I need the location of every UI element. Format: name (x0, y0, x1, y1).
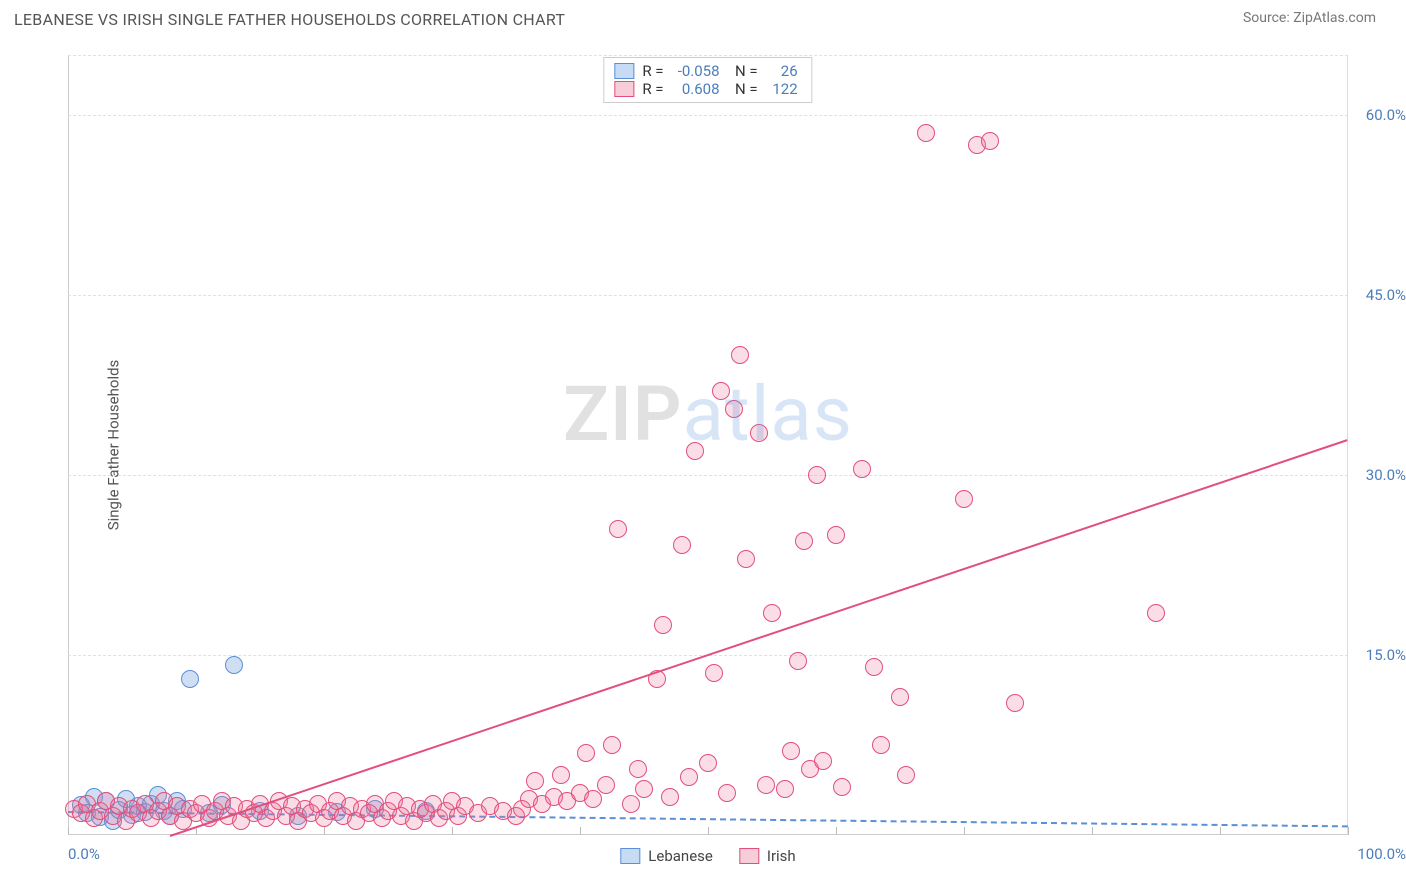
grid-line (68, 115, 1348, 116)
data-point (789, 652, 807, 670)
legend-swatch (739, 848, 759, 864)
x-tick (324, 827, 325, 835)
data-point (577, 744, 595, 762)
y-tick-label: 15.0% (1366, 646, 1406, 664)
chart-container: Single Father Households ZIPatlas R =-0.… (50, 55, 1350, 835)
data-point (622, 795, 640, 813)
data-point (686, 442, 704, 460)
data-point (737, 550, 755, 568)
legend-swatch (620, 848, 640, 864)
legend-n-label: N = (728, 62, 758, 80)
data-point (750, 424, 768, 442)
data-point (609, 520, 627, 538)
y-tick-label: 45.0% (1366, 286, 1406, 304)
data-point (776, 780, 794, 798)
legend-n-label: N = (728, 80, 758, 98)
series-legend: Lebanese Irish (614, 847, 801, 865)
data-point (808, 466, 826, 484)
legend-swatch (614, 81, 634, 97)
legend-r-value: 0.608 (672, 80, 720, 98)
x-tick (1092, 827, 1093, 835)
axis-frame (68, 55, 1348, 835)
data-point (635, 780, 653, 798)
x-tick (836, 827, 837, 835)
legend-n-value: 26 (766, 62, 798, 80)
right-axis-border (1347, 55, 1348, 835)
x-tick (964, 827, 965, 835)
data-point (853, 460, 871, 478)
data-point (1147, 604, 1165, 622)
data-point (891, 688, 909, 706)
data-point (699, 754, 717, 772)
legend-r-value: -0.058 (672, 62, 720, 80)
data-point (955, 490, 973, 508)
x-tick (580, 827, 581, 835)
data-point (897, 766, 915, 784)
data-point (763, 604, 781, 622)
legend-row: R = -0.058 N = 26 (614, 62, 797, 80)
data-point (680, 768, 698, 786)
legend-item: Irish (739, 847, 796, 865)
scatter-plot: ZIPatlas R =-0.058 N =26R =0.608 N =122 … (68, 55, 1348, 835)
legend-item: Lebanese (620, 847, 713, 865)
x-tick-label-right: 100.0% (1357, 845, 1406, 863)
data-point (552, 766, 570, 784)
x-tick (1348, 827, 1349, 835)
data-point (782, 742, 800, 760)
data-point (654, 616, 672, 634)
correlation-legend: R = -0.058 N = 26 R = 0.608 N = 122 (603, 57, 812, 103)
data-point (661, 788, 679, 806)
y-tick-label: 60.0% (1366, 106, 1406, 124)
data-point (725, 400, 743, 418)
x-tick (452, 827, 453, 835)
legend-row: R = 0.608 N = 122 (614, 80, 797, 98)
x-tick (708, 827, 709, 835)
data-point (705, 664, 723, 682)
data-point (673, 536, 691, 554)
grid-line (68, 55, 1348, 56)
grid-line (68, 475, 1348, 476)
x-tick (68, 827, 69, 835)
data-point (584, 790, 602, 808)
data-point (865, 658, 883, 676)
data-point (833, 778, 851, 796)
legend-label: Lebanese (648, 847, 713, 865)
legend-swatch (614, 63, 634, 79)
data-point (629, 760, 647, 778)
data-point (795, 532, 813, 550)
data-point (1006, 694, 1024, 712)
data-point (603, 736, 621, 754)
data-point (917, 124, 935, 142)
chart-title: LEBANESE VS IRISH SINGLE FATHER HOUSEHOL… (14, 10, 565, 29)
data-point (526, 772, 544, 790)
data-point (712, 382, 730, 400)
grid-line (68, 295, 1348, 296)
data-point (814, 752, 832, 770)
data-point (981, 132, 999, 150)
data-point (718, 784, 736, 802)
legend-r-label: R = (642, 80, 663, 98)
data-point (731, 346, 749, 364)
data-point (872, 736, 890, 754)
x-tick (1220, 827, 1221, 835)
data-point (225, 656, 243, 674)
source-attribution: Source: ZipAtlas.com (1243, 10, 1376, 26)
data-point (827, 526, 845, 544)
legend-n-value: 122 (766, 80, 798, 98)
data-point (757, 776, 775, 794)
y-tick-label: 30.0% (1366, 466, 1406, 484)
legend-label: Irish (767, 847, 796, 865)
data-point (597, 776, 615, 794)
legend-r-label: R = (642, 62, 663, 80)
data-point (181, 670, 199, 688)
x-tick-label-left: 0.0% (68, 845, 100, 863)
